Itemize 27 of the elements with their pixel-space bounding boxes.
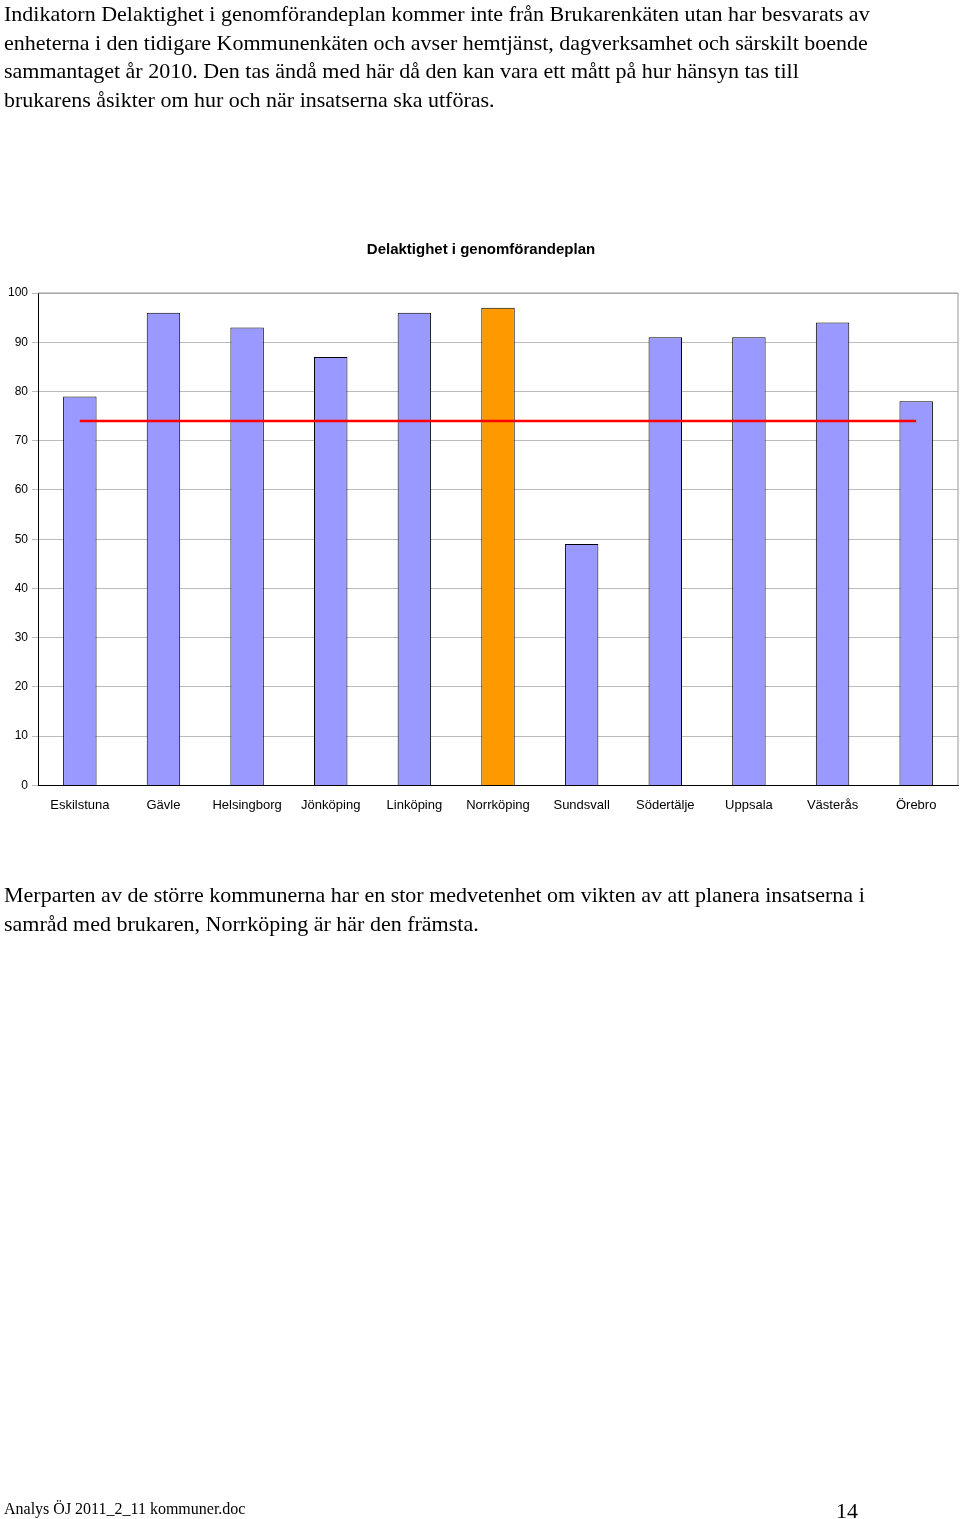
text: 14 xyxy=(836,1497,859,1519)
x-tick-label: Linköping xyxy=(386,796,443,812)
y-tick-label: 0 xyxy=(21,777,29,792)
x-tick-label: Eskilstuna xyxy=(50,796,111,812)
text: Indikatorn Delaktighet i genomförandeplan kommer inte från Brukarenkäten utan har besvarats av enheterna i den tidigare Kommunenkäten och avser hemtjänst, dagverksamhet och särskilt boende sammantaget år 2010. Den tas ändå med här då den kan vara ett mått på hur hänsyn tas till brukarens åsikter om hur och när insatserna ska utföras. xyxy=(4,0,871,114)
x-tick-label: Gävle xyxy=(146,796,181,812)
x-tick-label: Helsingborg xyxy=(212,796,282,812)
chart-title: Delaktighet i genomförandeplan xyxy=(366,240,596,258)
x-tick-label: Uppsala xyxy=(725,796,774,812)
y-tick-label: 40 xyxy=(14,580,29,595)
x-tick-label: Örebro xyxy=(895,796,937,812)
x-tick-label: Sundsvall xyxy=(553,796,610,812)
y-tick-label: 80 xyxy=(14,383,29,398)
y-tick-label: 100 xyxy=(7,285,29,300)
y-tick-label: 20 xyxy=(14,679,29,694)
y-tick-label: 60 xyxy=(14,482,29,497)
text: Analys ÖJ 2011_2_11 kommuner.doc xyxy=(4,1499,247,1519)
x-tick-label: Södertälje xyxy=(636,796,695,812)
y-tick-label: 90 xyxy=(14,334,29,349)
y-tick-label: 70 xyxy=(14,433,29,448)
y-tick-label: 30 xyxy=(14,629,29,644)
x-tick-label: Norrköping xyxy=(466,796,530,812)
text: Merparten av de större kommunerna har en stor medvetenhet om vikten av att planera insatserna i samråd med brukaren, Norrköping är här den främsta. xyxy=(4,881,866,938)
y-tick-label: 10 xyxy=(14,728,29,743)
x-tick-label: Västerås xyxy=(806,796,859,812)
x-tick-label: Jönköping xyxy=(301,796,361,812)
y-tick-label: 50 xyxy=(14,531,29,546)
